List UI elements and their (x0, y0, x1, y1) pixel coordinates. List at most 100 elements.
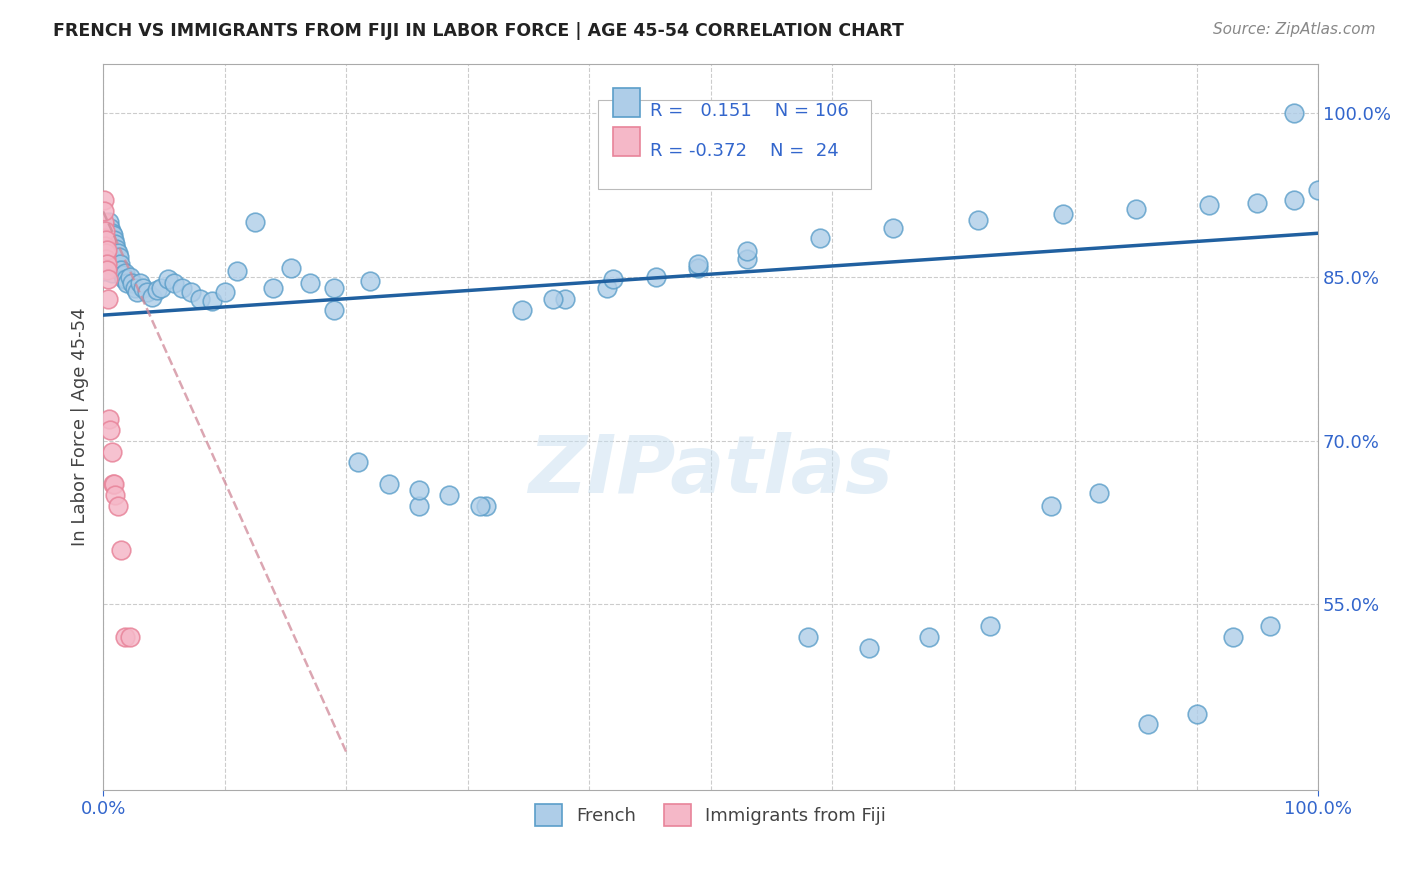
Point (408, 483, 430, 497)
Point (97, 272, 120, 286)
Point (225, 264, 247, 278)
Point (96, 261, 118, 276)
Point (100, 444, 122, 458)
Point (180, 285, 202, 300)
Point (100, 226, 122, 240)
Point (882, 220, 904, 235)
Text: R = -0.372    N =  24: R = -0.372 N = 24 (650, 142, 838, 160)
Point (103, 477, 125, 491)
Point (979, 619, 1001, 633)
Point (808, 230, 831, 244)
Point (96, 263, 118, 277)
Point (100, 248, 122, 262)
Point (93, 204, 115, 219)
Point (188, 292, 211, 306)
Point (688, 257, 710, 271)
Point (359, 274, 381, 288)
Point (98, 257, 121, 271)
Point (93, 230, 115, 244)
Point (100, 252, 122, 267)
Text: FRENCH VS IMMIGRANTS FROM FIJI IN LABOR FORCE | AGE 45-54 CORRELATION CHART: FRENCH VS IMMIGRANTS FROM FIJI IN LABOR … (53, 22, 904, 40)
Point (114, 630, 136, 644)
Point (1088, 486, 1111, 500)
Point (280, 261, 302, 276)
Point (94, 224, 117, 238)
Point (554, 292, 576, 306)
Point (93, 248, 115, 262)
Point (96, 257, 118, 271)
Point (214, 285, 236, 300)
FancyBboxPatch shape (613, 88, 640, 117)
Point (107, 259, 129, 273)
Point (118, 269, 141, 284)
Point (918, 630, 941, 644)
Point (97, 254, 120, 268)
Point (124, 281, 146, 295)
Point (103, 233, 125, 247)
Point (377, 477, 399, 491)
Point (98, 215, 121, 229)
Point (735, 252, 758, 267)
Point (94, 243, 117, 257)
Point (96, 243, 118, 257)
Text: Source: ZipAtlas.com: Source: ZipAtlas.com (1212, 22, 1375, 37)
Point (103, 246, 125, 260)
Point (1039, 499, 1062, 513)
Point (1308, 183, 1330, 197)
Point (262, 281, 284, 295)
Point (121, 277, 143, 291)
Point (1246, 195, 1268, 210)
Point (100, 266, 122, 280)
Point (127, 285, 149, 300)
Point (596, 281, 619, 295)
Point (96, 252, 118, 267)
Point (132, 281, 155, 295)
Point (96, 220, 118, 235)
Point (858, 640, 880, 655)
Point (541, 292, 564, 306)
Point (118, 630, 141, 644)
Point (104, 237, 127, 252)
Point (243, 215, 266, 229)
Point (115, 272, 138, 286)
Point (100, 235, 122, 249)
Point (135, 285, 157, 300)
Point (150, 281, 173, 295)
Point (108, 250, 131, 264)
Point (1258, 619, 1281, 633)
Point (145, 283, 167, 297)
Point (110, 263, 132, 277)
Point (104, 488, 127, 502)
Point (510, 302, 533, 317)
Point (112, 272, 135, 286)
Point (967, 213, 990, 227)
Point (347, 455, 370, 469)
Point (128, 277, 150, 291)
Point (323, 281, 346, 295)
Point (94, 239, 117, 253)
Point (100, 423, 122, 437)
Point (114, 266, 136, 280)
Point (93, 194, 115, 208)
Point (96, 235, 118, 249)
Point (1222, 630, 1244, 644)
Point (107, 499, 129, 513)
Point (94, 259, 117, 273)
Point (107, 246, 129, 260)
Legend: French, Immigrants from Fiji: French, Immigrants from Fiji (526, 796, 896, 835)
Point (97, 239, 120, 253)
Point (104, 250, 127, 264)
Point (93, 264, 115, 278)
Point (645, 269, 668, 284)
Point (156, 272, 179, 286)
Point (98, 230, 121, 244)
Point (101, 242, 124, 256)
Point (408, 499, 430, 513)
Point (103, 259, 125, 273)
Point (1137, 717, 1160, 731)
Point (94, 226, 117, 240)
Point (1198, 198, 1220, 212)
Point (98, 244, 121, 258)
Point (97, 292, 120, 306)
FancyBboxPatch shape (613, 128, 640, 156)
